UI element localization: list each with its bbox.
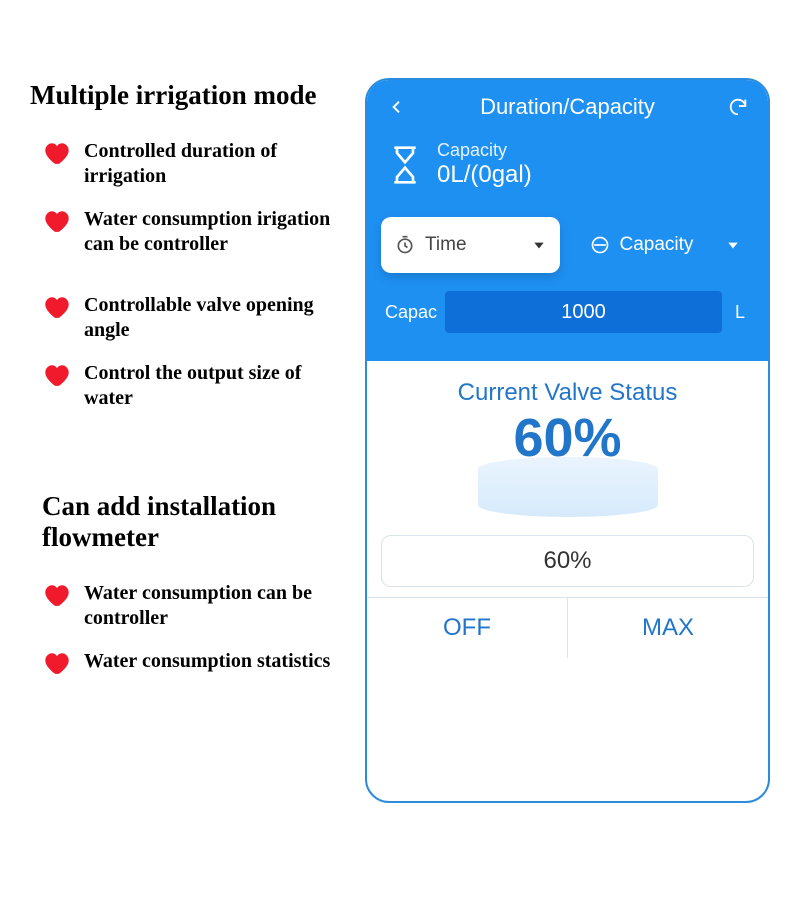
- heart-icon: [44, 295, 70, 319]
- app-header: Duration/Capacity Capacity 0L/(0gal) Tim…: [367, 80, 768, 361]
- capacity-label: Capacity: [437, 140, 532, 161]
- bullet-text: Control the output size of water: [84, 361, 350, 411]
- capacity-unit: L: [730, 302, 750, 323]
- hourglass-icon: [387, 145, 423, 185]
- clock-icon: [395, 235, 415, 255]
- bullet-item: Water consumption statistics: [44, 649, 350, 675]
- bullet-text: Controllable valve opening angle: [84, 293, 350, 343]
- bullet-item: Water consumption irigation can be contr…: [44, 207, 350, 257]
- capacity-input-label: Capac: [385, 302, 437, 323]
- heart-icon: [44, 141, 70, 165]
- heart-icon: [44, 651, 70, 675]
- valve-slider[interactable]: 60%: [381, 535, 754, 587]
- chevron-down-icon: [532, 238, 546, 252]
- bullet-item: Controllable valve opening angle: [44, 293, 350, 343]
- capacity-icon: [590, 235, 610, 255]
- bullet-text: Controlled duration of irrigation: [84, 139, 350, 189]
- chevron-down-icon: [726, 238, 740, 252]
- off-button[interactable]: OFF: [367, 598, 568, 658]
- bullet-item: Water consumption can be controller: [44, 581, 350, 631]
- heading-irrigation-mode: Multiple irrigation mode: [30, 80, 350, 111]
- tab-capacity[interactable]: Capacity: [576, 217, 755, 273]
- tab-time[interactable]: Time: [381, 217, 560, 273]
- bullet-text: Water consumption statistics: [84, 649, 330, 674]
- back-button[interactable]: [383, 93, 411, 121]
- capacity-input[interactable]: 1000: [445, 291, 722, 333]
- heart-icon: [44, 583, 70, 607]
- page-title: Duration/Capacity: [480, 94, 655, 120]
- bullet-item: Control the output size of water: [44, 361, 350, 411]
- bullet-text: Water consumption irigation can be contr…: [84, 207, 350, 257]
- bullet-item: Controlled duration of irrigation: [44, 139, 350, 189]
- valve-cylinder-graphic: [478, 447, 658, 517]
- heart-icon: [44, 209, 70, 233]
- phone-frame: Duration/Capacity Capacity 0L/(0gal) Tim…: [365, 78, 770, 803]
- refresh-button[interactable]: [724, 93, 752, 121]
- max-button[interactable]: MAX: [568, 598, 768, 658]
- bullet-text: Water consumption can be controller: [84, 581, 350, 631]
- tab-time-label: Time: [425, 234, 467, 256]
- capacity-value: 0L/(0gal): [437, 161, 532, 189]
- heading-flowmeter: Can add installation flowmeter: [42, 491, 350, 553]
- heart-icon: [44, 363, 70, 387]
- tab-capacity-label: Capacity: [620, 234, 694, 256]
- valve-status-title: Current Valve Status: [381, 379, 754, 407]
